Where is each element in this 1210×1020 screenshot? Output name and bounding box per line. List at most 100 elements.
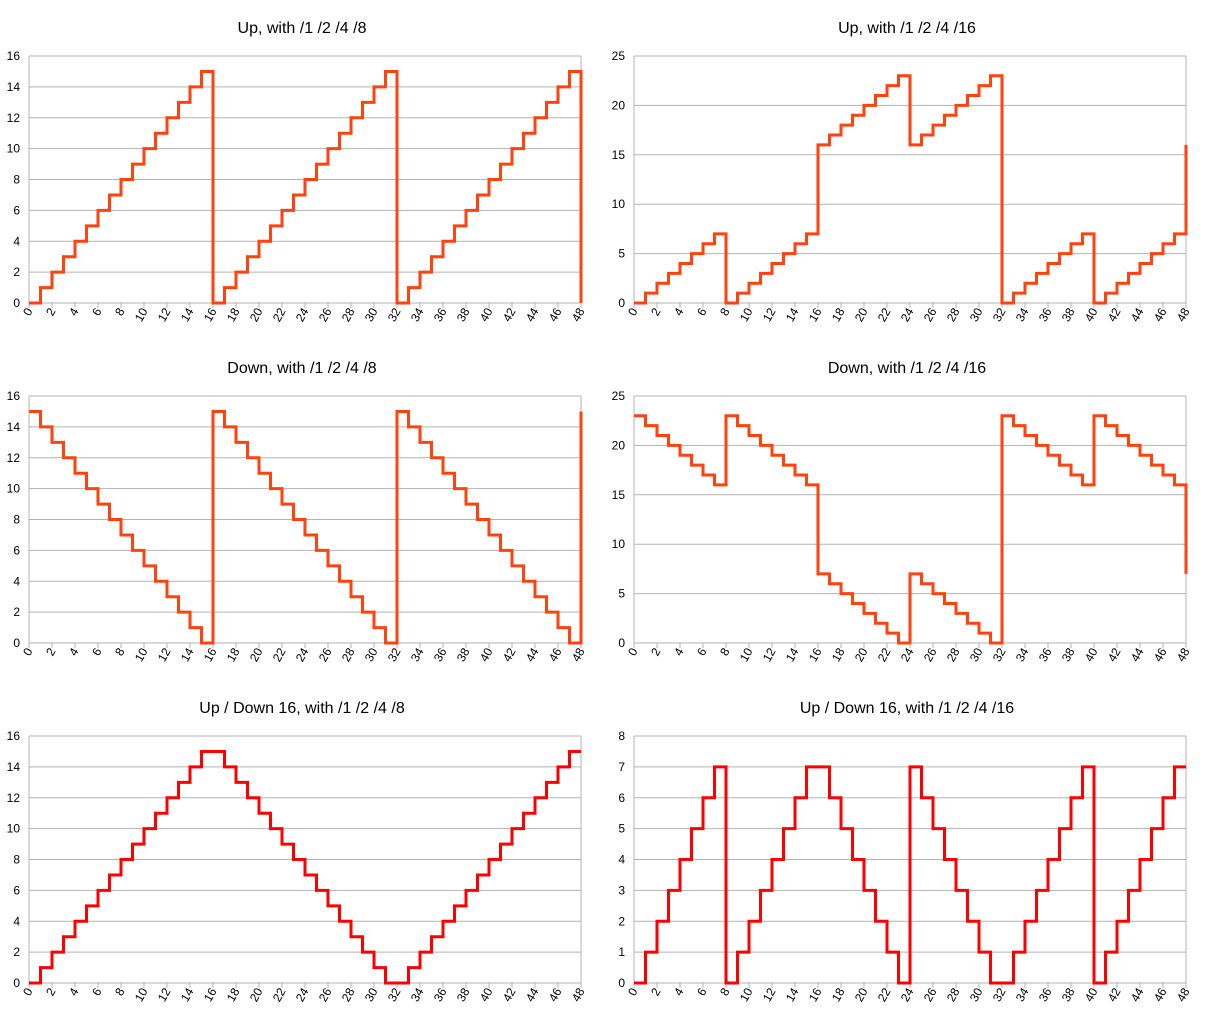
y-tick-label: 14 — [7, 80, 21, 94]
x-tick-label: 8 — [112, 305, 128, 318]
x-tick-label: 36 — [1036, 985, 1055, 1004]
x-tick-label: 32 — [990, 305, 1009, 324]
y-tick-label: 15 — [612, 148, 626, 162]
x-tick-label: 34 — [1013, 985, 1032, 1004]
y-tick-label: 8 — [13, 853, 20, 867]
x-tick-label: 32 — [385, 985, 404, 1004]
x-tick-label: 18 — [224, 305, 243, 324]
x-tick-label: 36 — [431, 645, 450, 664]
y-tick-label: 16 — [7, 389, 21, 403]
x-tick-label: 28 — [339, 305, 358, 324]
x-tick-label: 14 — [783, 985, 802, 1004]
x-tick-label: 48 — [1174, 985, 1193, 1004]
x-tick-label: 12 — [155, 985, 174, 1004]
x-tick-label: 28 — [944, 985, 963, 1004]
x-tick-label: 4 — [671, 305, 687, 318]
x-tick-label: 18 — [829, 985, 848, 1004]
y-tick-label: 6 — [13, 883, 20, 897]
x-tick-label: 46 — [1151, 645, 1170, 664]
x-tick-label: 4 — [66, 305, 82, 318]
x-tick-label: 18 — [224, 985, 243, 1004]
y-tick-label: 10 — [7, 822, 21, 836]
x-tick-label: 24 — [293, 645, 312, 664]
y-tick-label: 6 — [13, 543, 20, 557]
x-tick-label: 48 — [569, 985, 588, 1004]
x-tick-label: 2 — [648, 985, 664, 998]
x-tick-label: 24 — [898, 985, 917, 1004]
x-tick-label: 12 — [760, 305, 779, 324]
y-tick-label: 14 — [7, 760, 21, 774]
y-tick-label: 0 — [618, 296, 625, 310]
x-tick-label: 12 — [760, 645, 779, 664]
x-tick-label: 26 — [316, 645, 335, 664]
x-tick-label: 28 — [339, 985, 358, 1004]
x-tick-label: 6 — [89, 305, 105, 318]
y-tick-label: 8 — [13, 173, 20, 187]
x-tick-label: 40 — [1082, 305, 1101, 324]
x-tick-label: 46 — [1151, 985, 1170, 1004]
x-tick-label: 20 — [852, 985, 871, 1004]
x-tick-label: 34 — [408, 985, 427, 1004]
x-tick-label: 48 — [1174, 305, 1193, 324]
chart-title: Down, with /1 /2 /4 /8 — [227, 360, 377, 377]
x-tick-label: 44 — [523, 645, 542, 664]
y-tick-label: 5 — [618, 587, 625, 601]
y-tick-label: 2 — [13, 605, 20, 619]
x-tick-label: 28 — [944, 645, 963, 664]
x-tick-label: 6 — [694, 985, 710, 998]
x-tick-label: 38 — [454, 985, 473, 1004]
chart-title: Up, with /1 /2 /4 /8 — [238, 20, 367, 37]
x-tick-label: 26 — [921, 305, 940, 324]
x-tick-label: 36 — [1036, 305, 1055, 324]
x-tick-label: 46 — [546, 985, 565, 1004]
x-tick-label: 8 — [112, 985, 128, 998]
x-tick-label: 22 — [875, 305, 894, 324]
x-tick-label: 34 — [1013, 645, 1032, 664]
chart-title: Up, with /1 /2 /4 /16 — [838, 20, 976, 37]
x-tick-label: 38 — [1059, 305, 1078, 324]
y-tick-label: 0 — [618, 636, 625, 650]
y-tick-label: 0 — [618, 976, 625, 990]
series-line — [29, 69, 583, 305]
y-tick-label: 10 — [612, 537, 626, 551]
x-tick-label: 6 — [89, 985, 105, 998]
x-tick-label: 20 — [247, 305, 266, 324]
x-tick-label: 6 — [694, 305, 710, 318]
y-tick-label: 16 — [7, 49, 21, 63]
x-tick-label: 16 — [201, 645, 220, 664]
x-tick-label: 34 — [408, 645, 427, 664]
x-tick-label: 26 — [921, 645, 940, 664]
y-tick-label: 0 — [13, 976, 20, 990]
x-tick-label: 42 — [1105, 305, 1124, 324]
y-tick-label: 4 — [13, 234, 20, 248]
x-tick-label: 16 — [201, 985, 220, 1004]
x-tick-label: 24 — [898, 645, 917, 664]
y-tick-label: 8 — [618, 729, 625, 743]
x-tick-label: 28 — [339, 645, 358, 664]
x-tick-label: 34 — [408, 305, 427, 324]
x-tick-label: 10 — [737, 645, 756, 664]
y-tick-label: 2 — [618, 914, 625, 928]
chart-up-8: Up, with /1 /2 /4 /8 0 2 4 6 8 10 12 14 16 0 2 4 6 8 1… — [0, 0, 605, 340]
x-tick-label: 20 — [852, 645, 871, 664]
x-tick-label: 22 — [875, 985, 894, 1004]
y-tick-label: 4 — [13, 574, 20, 588]
chart-down-16: Down, with /1 /2 /4 /16 0 5 10 15 20 25 0 2 4 6 8 1… — [605, 340, 1210, 680]
x-tick-label: 30 — [362, 305, 381, 324]
x-tick-label: 32 — [385, 305, 404, 324]
x-tick-label: 24 — [293, 985, 312, 1004]
x-tick-label: 24 — [293, 305, 312, 324]
chart-title: Up / Down 16, with /1 /2 /4 /8 — [199, 700, 405, 717]
y-tick-label: 10 — [7, 482, 21, 496]
x-tick-label: 42 — [500, 645, 519, 664]
x-tick-label: 26 — [921, 985, 940, 1004]
x-tick-label: 42 — [500, 985, 519, 1004]
x-tick-label: 24 — [898, 305, 917, 324]
x-tick-label: 40 — [1082, 645, 1101, 664]
x-tick-label: 40 — [477, 985, 496, 1004]
x-tick-label: 46 — [546, 645, 565, 664]
y-tick-label: 14 — [7, 420, 21, 434]
x-tick-label: 4 — [671, 645, 687, 658]
